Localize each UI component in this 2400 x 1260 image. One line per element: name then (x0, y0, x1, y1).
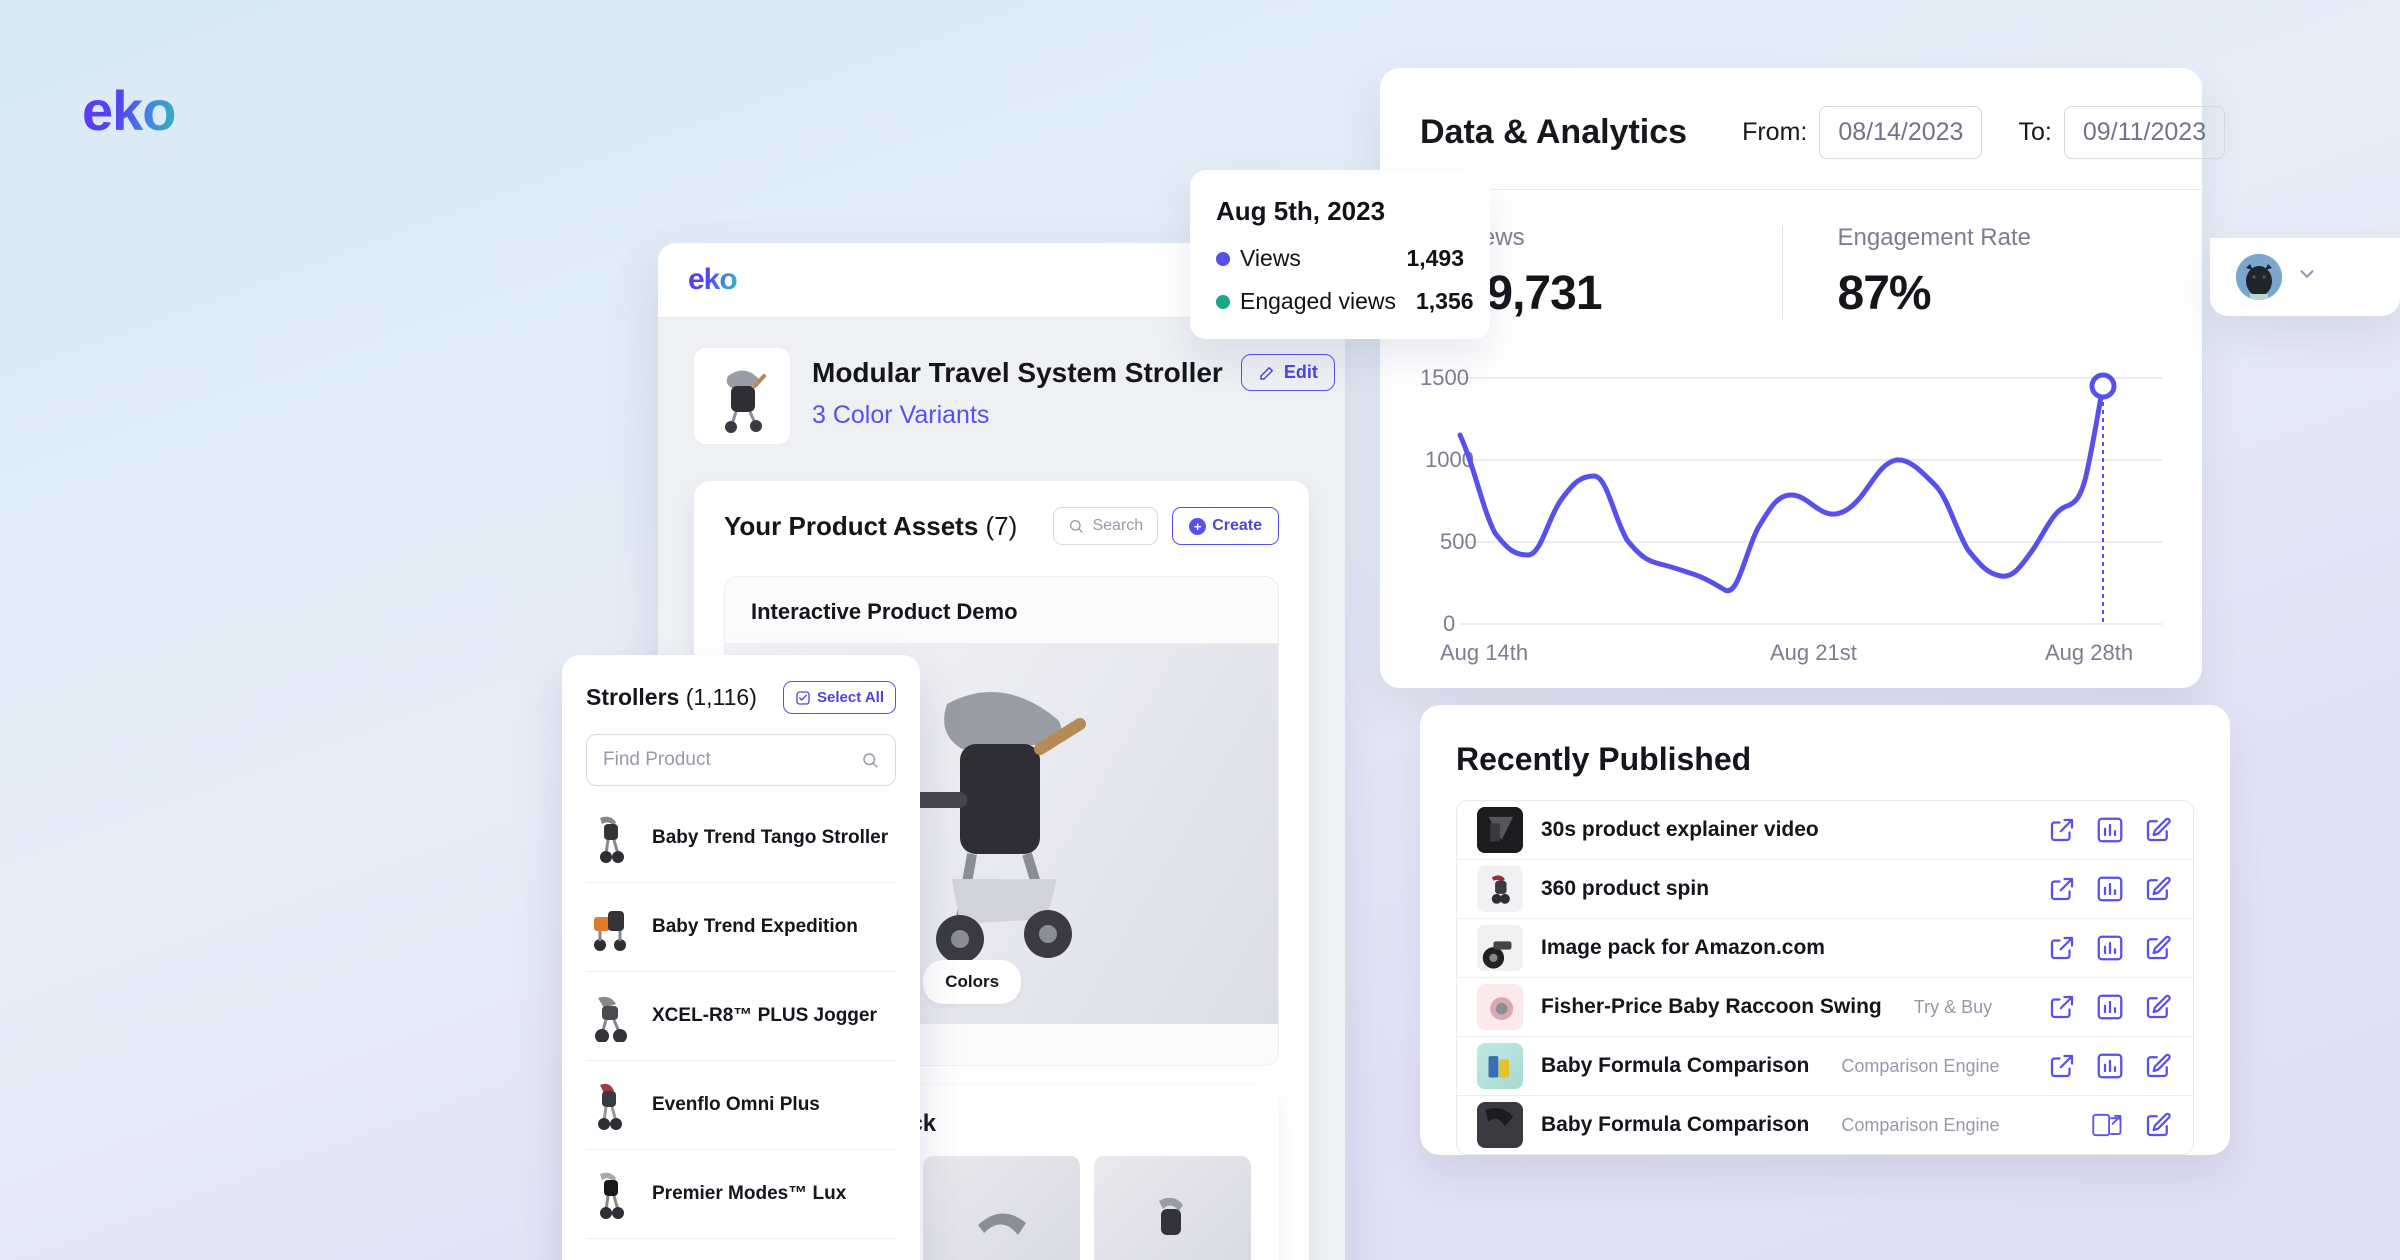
svg-text:Aug 28th: Aug 28th (2045, 640, 2133, 665)
svg-text:0: 0 (1443, 611, 1455, 636)
svg-text:1500: 1500 (1420, 368, 1469, 390)
svg-text:Aug 14th: Aug 14th (1440, 640, 1528, 665)
svg-text:Aug 21st: Aug 21st (1770, 640, 1857, 665)
svg-text:500: 500 (1440, 529, 1477, 554)
